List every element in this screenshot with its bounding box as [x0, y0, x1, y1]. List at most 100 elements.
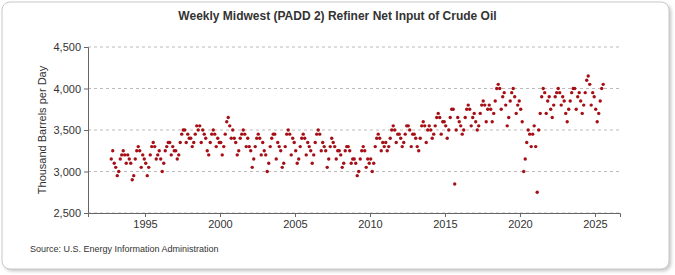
point — [185, 141, 188, 144]
x-tick: 2010 — [358, 213, 382, 230]
point — [414, 137, 417, 140]
point — [366, 157, 369, 160]
point — [356, 174, 359, 177]
point — [231, 128, 234, 131]
point — [365, 166, 368, 169]
point — [228, 124, 231, 127]
point — [330, 137, 333, 140]
point — [590, 103, 593, 106]
point — [282, 162, 285, 165]
point — [449, 116, 452, 119]
point — [266, 170, 269, 173]
point — [464, 116, 467, 119]
point — [288, 132, 291, 135]
point — [483, 103, 486, 106]
point — [408, 128, 411, 131]
point — [291, 137, 294, 140]
point — [128, 157, 131, 160]
point — [276, 141, 279, 144]
point — [524, 157, 527, 160]
point — [378, 137, 381, 140]
y-tick: 4,000 — [53, 83, 88, 95]
point — [393, 128, 396, 131]
point — [222, 145, 225, 148]
point — [248, 145, 251, 148]
point — [498, 87, 501, 90]
point — [471, 116, 474, 119]
point — [569, 99, 572, 102]
point — [591, 91, 594, 94]
point — [570, 91, 573, 94]
point — [308, 145, 311, 148]
y-tick-label: 4,500 — [53, 41, 81, 53]
y-tick-mark — [84, 89, 88, 90]
point — [116, 174, 119, 177]
point — [494, 99, 497, 102]
point — [183, 128, 186, 131]
point — [252, 157, 255, 160]
point — [575, 108, 578, 111]
point — [174, 149, 177, 152]
point — [546, 99, 549, 102]
point — [311, 162, 314, 165]
point — [510, 91, 513, 94]
point — [395, 141, 398, 144]
point — [287, 128, 290, 131]
x-axis: 1995200020052010201520202025 — [89, 213, 621, 230]
x-tick: 2020 — [508, 213, 532, 230]
point — [281, 166, 284, 169]
point — [599, 99, 602, 102]
y-tick: 4,500 — [53, 41, 88, 53]
point — [209, 141, 212, 144]
y-tick-mark — [84, 47, 88, 48]
point — [398, 132, 401, 135]
point — [320, 149, 323, 152]
point — [138, 149, 141, 152]
point — [360, 149, 363, 152]
point — [269, 145, 272, 148]
point — [410, 145, 413, 148]
grid-line — [88, 47, 620, 48]
point — [384, 141, 387, 144]
y-tick-label: 2,500 — [53, 207, 81, 219]
point — [114, 166, 117, 169]
y-tick-label: 4,000 — [53, 83, 81, 95]
point — [477, 124, 480, 127]
point — [416, 145, 419, 148]
y-axis-title: Thousand Barrels per Day — [36, 65, 48, 194]
point — [525, 141, 528, 144]
point — [369, 157, 372, 160]
y-axis: 2,5003,0003,5004,0004,500 — [53, 41, 88, 219]
point — [582, 103, 585, 106]
point — [594, 108, 597, 111]
point — [588, 83, 591, 86]
point — [579, 99, 582, 102]
point — [558, 91, 561, 94]
point — [540, 95, 543, 98]
point — [387, 145, 390, 148]
point — [233, 137, 236, 140]
point — [536, 191, 539, 194]
point — [470, 124, 473, 127]
point — [141, 153, 144, 156]
point — [567, 108, 570, 111]
point — [431, 137, 434, 140]
x-tick-mark — [145, 213, 146, 217]
point — [480, 103, 483, 106]
point — [129, 162, 132, 165]
point — [549, 108, 552, 111]
point — [516, 103, 519, 106]
chart: 2,5003,0003,5004,0004,500199520002005201… — [0, 0, 675, 275]
x-tick-label: 2015 — [433, 218, 457, 230]
point — [206, 149, 209, 152]
point — [191, 145, 194, 148]
point — [600, 87, 603, 90]
point — [566, 120, 569, 123]
point — [339, 153, 342, 156]
point — [306, 141, 309, 144]
point — [318, 132, 321, 135]
point — [503, 91, 506, 94]
point — [275, 157, 278, 160]
point — [210, 132, 213, 135]
point — [170, 153, 173, 156]
